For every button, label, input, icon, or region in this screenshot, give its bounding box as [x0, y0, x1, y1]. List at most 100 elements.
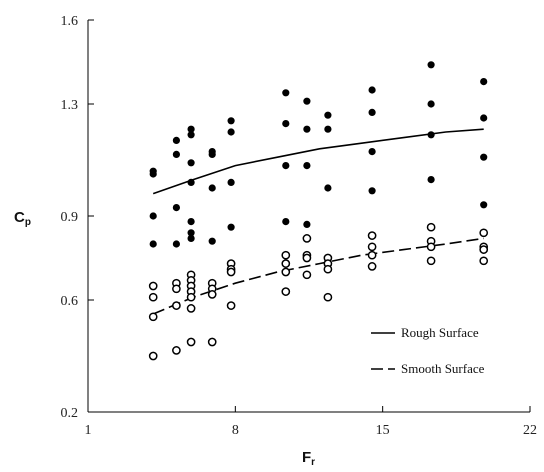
legend-label-smooth-surface: Smooth Surface [401, 361, 485, 376]
data-point-smooth-surface [426, 256, 436, 266]
data-point-rough-surface [172, 240, 180, 248]
data-point-rough-surface [368, 148, 376, 156]
y-tick-label: 0.6 [61, 294, 79, 309]
data-point-smooth-surface [207, 337, 217, 347]
x-tick-label: 8 [232, 423, 239, 438]
data-point-rough-surface [324, 184, 332, 192]
data-point-rough-surface [282, 89, 290, 97]
data-point-smooth-surface [302, 234, 312, 243]
data-point-rough-surface [324, 111, 332, 119]
data-point-rough-surface [149, 170, 157, 178]
fit-line-smooth-surface [152, 237, 484, 315]
legend-label-rough-surface: Rough Surface [401, 325, 479, 340]
data-point-smooth-surface [148, 351, 158, 361]
data-point-rough-surface [208, 184, 216, 192]
data-point-smooth-surface [426, 222, 436, 232]
data-point-rough-surface [172, 150, 180, 158]
data-point-smooth-surface [226, 301, 236, 310]
data-point-smooth-surface [367, 250, 377, 260]
data-point-rough-surface [480, 114, 488, 122]
y-tick-label: 1.6 [61, 14, 79, 29]
data-point-smooth-surface [367, 262, 377, 271]
y-tick-label: 1.3 [61, 98, 79, 113]
data-point-rough-surface [187, 131, 195, 139]
data-point-smooth-surface [302, 270, 312, 280]
x-tick-label: 22 [523, 423, 537, 438]
data-point-smooth-surface [367, 231, 377, 240]
data-point-smooth-surface [323, 292, 333, 302]
data-point-smooth-surface [281, 250, 291, 260]
data-point-rough-surface [480, 201, 488, 209]
y-tick-label: 0.2 [61, 406, 79, 421]
data-point-smooth-surface [186, 292, 196, 302]
data-point-rough-surface [149, 212, 157, 220]
data-point-smooth-surface [323, 264, 333, 274]
data-point-rough-surface [368, 187, 376, 195]
data-point-smooth-surface [281, 259, 291, 268]
data-point-rough-surface [303, 97, 311, 105]
data-point-smooth-surface [367, 242, 377, 252]
data-point-smooth-surface [426, 242, 436, 252]
data-point-rough-surface [208, 237, 216, 245]
data-point-rough-surface [427, 61, 435, 69]
data-point-rough-surface [187, 178, 195, 186]
data-point-smooth-surface [302, 253, 312, 263]
x-tick-label: 15 [376, 423, 390, 438]
fit-lines [152, 128, 484, 315]
data-point-smooth-surface [479, 228, 489, 238]
data-point-rough-surface [227, 128, 235, 136]
ticks: 0.2 0.6 0.9 1.3 1.6 1 8 15 22 [61, 14, 538, 438]
data-point-rough-surface [368, 108, 376, 117]
data-point-rough-surface [172, 136, 180, 144]
data-point-rough-surface [208, 150, 216, 158]
data-point-rough-surface [303, 220, 311, 228]
y-axis-title-main: C [14, 209, 25, 226]
data-point-rough-surface [187, 218, 195, 226]
data-point-rough-surface [282, 162, 290, 170]
data-points [148, 61, 489, 361]
data-point-rough-surface [149, 240, 157, 248]
data-point-smooth-surface [172, 346, 181, 355]
data-point-smooth-surface [281, 267, 291, 277]
data-point-rough-surface [303, 125, 311, 133]
data-point-rough-surface [227, 117, 235, 125]
data-point-rough-surface [427, 100, 435, 108]
y-axis-title: Cp [14, 209, 31, 228]
data-point-rough-surface [480, 153, 488, 161]
data-point-rough-surface [187, 234, 195, 242]
data-point-rough-surface [303, 162, 311, 170]
data-point-rough-surface [368, 86, 376, 94]
legend: Rough Surface Smooth Surface [371, 325, 485, 376]
data-point-smooth-surface [172, 284, 181, 294]
data-point-smooth-surface [281, 287, 291, 296]
fit-line-rough-surface [152, 128, 484, 195]
data-point-smooth-surface [226, 267, 236, 277]
data-point-rough-surface [282, 120, 290, 128]
data-point-smooth-surface [186, 337, 196, 347]
data-point-rough-surface [480, 78, 488, 86]
data-point-smooth-surface [479, 245, 489, 254]
x-axis-title-main: F [302, 449, 311, 466]
data-point-smooth-surface [148, 292, 158, 302]
y-axis-title-sub: p [25, 217, 31, 228]
data-point-rough-surface [427, 131, 435, 139]
data-point-rough-surface [427, 176, 435, 184]
data-point-smooth-surface [148, 312, 158, 322]
x-axis-title-sub: r [311, 457, 315, 468]
data-point-smooth-surface [479, 256, 489, 266]
data-point-rough-surface [282, 218, 290, 226]
data-point-rough-surface [187, 159, 195, 167]
data-point-smooth-surface [172, 301, 181, 310]
y-tick-label: 0.9 [61, 210, 79, 225]
data-point-rough-surface [172, 204, 180, 212]
data-point-rough-surface [324, 125, 332, 133]
data-point-smooth-surface [186, 304, 196, 313]
axis-titles: Fr Cp [14, 209, 315, 468]
data-point-smooth-surface [148, 281, 158, 291]
x-axis-title: Fr [302, 449, 315, 468]
data-point-rough-surface [227, 223, 235, 231]
data-point-rough-surface [227, 178, 235, 186]
data-point-smooth-surface [207, 290, 217, 299]
